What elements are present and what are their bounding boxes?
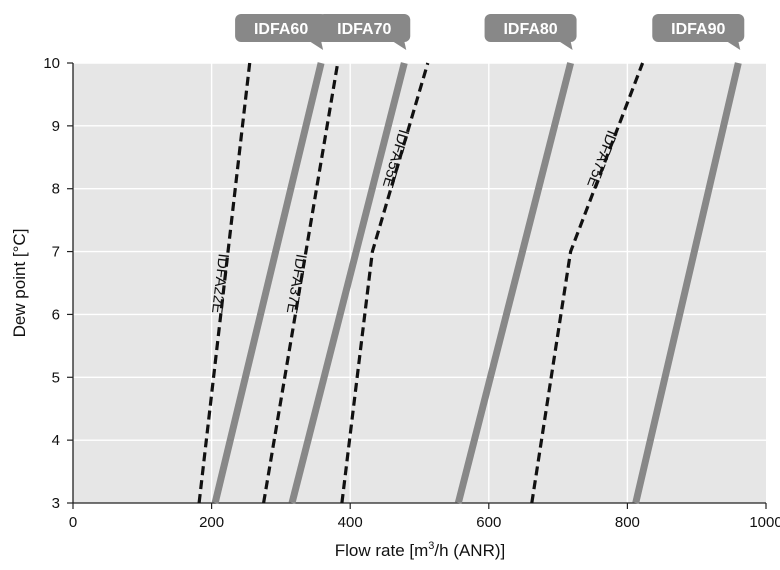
grid-lines <box>73 62 766 503</box>
series-line-idfa37e <box>262 62 340 504</box>
series-line-idfa80 <box>454 62 574 504</box>
series-label-idfa22e: IDFA22E <box>208 253 232 315</box>
badge-background <box>652 14 745 42</box>
x-tick-label: 600 <box>476 514 501 531</box>
x-tick-label: 400 <box>338 514 363 531</box>
badge-background <box>484 14 577 42</box>
badge-label: IDFA90 <box>671 21 725 38</box>
axes <box>67 62 767 509</box>
series-badge-idfa90: IDFA90 <box>652 14 745 50</box>
badge-pointer <box>558 41 573 50</box>
badge-pointer <box>392 41 407 50</box>
series-badge-idfa60: IDFA60 <box>235 14 328 50</box>
x-tick-label: 800 <box>615 514 640 531</box>
x-tick-label: 0 <box>69 514 77 531</box>
y-tick-label: 10 <box>43 55 60 72</box>
y-tick-label: 5 <box>52 369 60 386</box>
series-badge-idfa70: IDFA70 <box>318 14 411 50</box>
badge-pointer <box>309 41 324 50</box>
badge-label: IDFA80 <box>503 21 557 38</box>
series-line-idfa70 <box>288 62 408 504</box>
y-tick-label: 7 <box>52 244 60 261</box>
y-tick-label: 3 <box>52 495 60 512</box>
x-tick-label: 200 <box>199 514 224 531</box>
badge-background <box>318 14 411 42</box>
x-axis-title: Flow rate [m3/h (ANR)] <box>335 540 506 560</box>
series-lines <box>197 62 742 504</box>
series-line-idfa75e <box>530 62 645 504</box>
series-line-idfa55e <box>340 62 430 504</box>
badge-background <box>235 14 328 42</box>
y-tick-label: 6 <box>52 306 60 323</box>
y-tick-label: 9 <box>52 118 60 135</box>
badge-label: IDFA60 <box>254 21 308 38</box>
plot-area <box>73 63 766 503</box>
series-badge-idfa80: IDFA80 <box>484 14 577 50</box>
tick-labels: 0 200 400 600 800 1000 3 4 5 6 7 8 9 10 <box>43 55 780 531</box>
y-tick-label: 4 <box>52 432 60 449</box>
series-line-idfa60 <box>211 62 325 504</box>
series-line-idfa22e <box>197 62 252 504</box>
badge-pointer <box>726 41 741 50</box>
x-tick-label: 1000 <box>749 514 780 531</box>
badge-label: IDFA70 <box>337 21 391 38</box>
y-axis-title: Dew point [°C] <box>10 229 29 338</box>
series-line-idfa90 <box>632 62 742 504</box>
y-tick-label: 8 <box>52 181 60 198</box>
